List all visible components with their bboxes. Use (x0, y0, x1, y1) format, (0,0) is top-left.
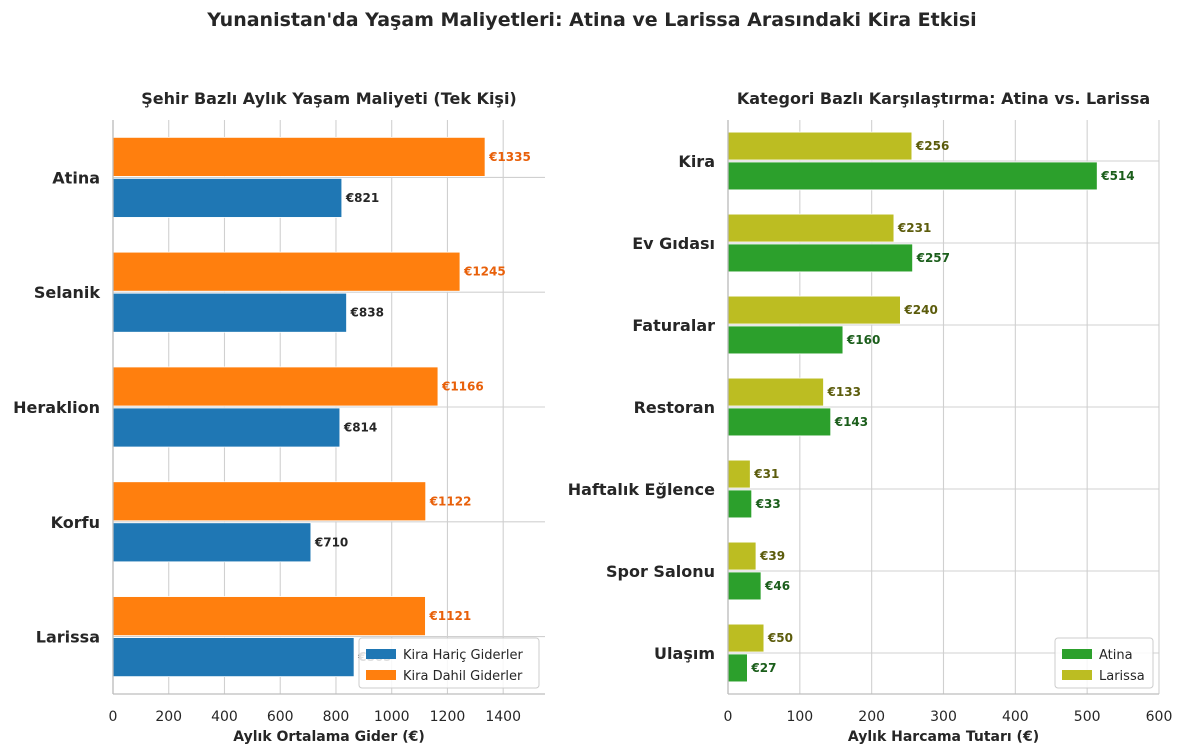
data-label: €50 (767, 631, 793, 645)
bar (727, 131, 913, 161)
category-label: Selanik (34, 283, 101, 302)
bar (727, 295, 901, 325)
category-label: Ulaşım (654, 644, 715, 663)
x-tick-label: 0 (109, 709, 118, 725)
bar (112, 366, 439, 407)
x-tick-label: 300 (930, 709, 957, 725)
data-label: €160 (846, 333, 880, 347)
data-label: €814 (343, 421, 377, 435)
data-label: €133 (827, 385, 861, 399)
x-axis-title: Aylık Ortalama Gider (€) (233, 729, 424, 745)
x-tick-label: 0 (724, 709, 733, 725)
category-label: Kira (678, 152, 715, 171)
x-tick-label: 200 (155, 709, 182, 725)
bar (727, 489, 753, 519)
chart-title: Şehir Bazlı Aylık Yaşam Maliyeti (Tek Ki… (141, 89, 517, 108)
category-label: Atina (52, 168, 100, 187)
x-tick-label: 400 (211, 709, 238, 725)
data-label: €231 (897, 221, 931, 235)
data-label: €821 (345, 191, 379, 205)
bar (727, 213, 895, 243)
x-tick-label: 100 (786, 709, 813, 725)
bar (112, 251, 461, 292)
data-label: €27 (750, 661, 776, 675)
legend-swatch (366, 649, 396, 659)
category-label: Haftalık Eğlence (568, 480, 715, 499)
bar (112, 481, 427, 522)
data-label: €514 (1100, 169, 1134, 183)
chart-title: Kategori Bazlı Karşılaştırma: Atina vs. … (737, 89, 1150, 108)
category-label: Korfu (51, 513, 100, 532)
category-label: Restoran (634, 398, 715, 417)
bar (727, 653, 748, 683)
bar (112, 177, 343, 218)
data-label: €1121 (428, 609, 471, 623)
legend-label: Larissa (1099, 669, 1145, 684)
data-label: €1122 (429, 494, 472, 508)
x-tick-label: 200 (858, 709, 885, 725)
data-label: €31 (753, 467, 779, 481)
bar (727, 541, 757, 571)
category-label: Heraklion (13, 398, 100, 417)
x-tick-label: 600 (267, 709, 294, 725)
x-tick-label: 600 (1146, 709, 1173, 725)
data-label: €39 (759, 549, 785, 563)
legend-label: Kira Dahil Giderler (403, 669, 523, 684)
data-label: €257 (916, 251, 950, 265)
data-label: €46 (764, 579, 790, 593)
data-label: €1245 (463, 265, 506, 279)
x-tick-label: 800 (323, 709, 350, 725)
bar (727, 571, 762, 601)
data-label: €33 (755, 497, 781, 511)
legend-label: Atina (1099, 648, 1133, 663)
x-axis-title: Aylık Harcama Tutarı (€) (848, 729, 1039, 745)
bar (727, 407, 832, 437)
legend: Kira Hariç Giderler Kira Dahil Giderler (358, 637, 540, 689)
bar (112, 407, 341, 448)
data-label: €838 (350, 306, 384, 320)
bar (727, 623, 765, 653)
bar (727, 459, 751, 489)
city-cost-chart: €821 €1335 Atina €838 €1245 Selanik €814 €1166 H… (13, 89, 545, 745)
x-tick-label: 500 (1074, 709, 1101, 725)
legend-box (358, 637, 540, 689)
data-label: €1335 (488, 150, 531, 164)
data-label: €1166 (441, 379, 484, 393)
category-label: Larissa (36, 628, 100, 647)
legend-swatch (1062, 670, 1092, 680)
data-label: €256 (915, 139, 949, 153)
legend-label: Kira Hariç Giderler (403, 648, 523, 663)
x-tick-label: 1400 (485, 709, 521, 725)
legend-swatch (1062, 649, 1092, 659)
category-label: Ev Gıdası (632, 234, 715, 253)
legend-swatch (366, 670, 396, 680)
bar (112, 637, 355, 678)
bar (727, 325, 844, 355)
bar (727, 243, 914, 273)
figure-title: Yunanistan'da Yaşam Maliyetleri: Atina v… (206, 9, 976, 31)
legend: Atina Larissa (1054, 637, 1154, 689)
category-comparison-chart: €514 €256 Kira €257 €231 Ev Gıdası €160 €240 Fat… (568, 89, 1173, 745)
bar (112, 136, 486, 177)
x-tick-label: 1000 (374, 709, 410, 725)
bar (727, 377, 824, 407)
data-label: €710 (314, 535, 348, 549)
data-label: €240 (903, 303, 937, 317)
bar (727, 161, 1098, 191)
data-label: €143 (834, 415, 868, 429)
x-tick-label: 1200 (430, 709, 466, 725)
bar (112, 596, 426, 636)
bar (112, 292, 347, 333)
category-label: Spor Salonu (606, 562, 715, 581)
category-label: Faturalar (632, 316, 715, 335)
bar (112, 522, 312, 563)
x-tick-label: 400 (1002, 709, 1029, 725)
